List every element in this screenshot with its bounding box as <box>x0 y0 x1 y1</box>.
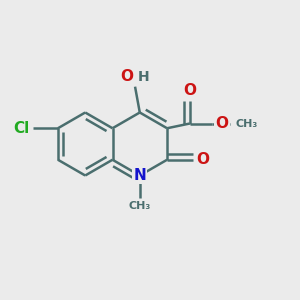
Text: O: O <box>183 83 196 98</box>
Text: N: N <box>134 168 146 183</box>
Text: O: O <box>215 116 228 131</box>
Text: CH₃: CH₃ <box>235 118 257 128</box>
Text: H: H <box>137 70 149 84</box>
Text: CH₃: CH₃ <box>129 201 151 211</box>
Text: O: O <box>196 152 209 167</box>
Text: Cl: Cl <box>14 121 30 136</box>
Text: O: O <box>121 69 134 84</box>
